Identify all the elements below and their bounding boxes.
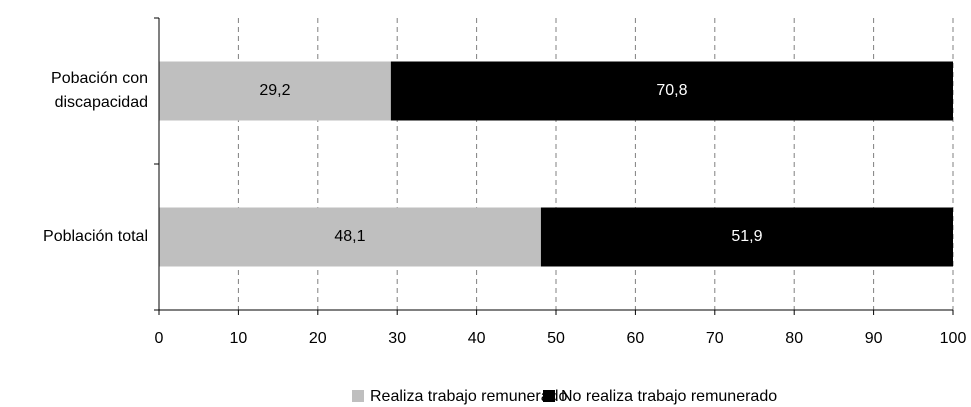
x-tick-label: 90 xyxy=(865,330,883,347)
legend-swatch xyxy=(352,390,364,402)
x-tick-label: 40 xyxy=(468,330,486,347)
x-tick-label: 30 xyxy=(388,330,406,347)
bar xyxy=(390,61,953,121)
bar xyxy=(159,207,541,267)
bar xyxy=(159,61,391,121)
value-label: 29,2 xyxy=(259,82,290,99)
x-tick-label: 50 xyxy=(547,330,565,347)
x-tick-label: 20 xyxy=(309,330,327,347)
x-tick-label: 70 xyxy=(706,330,724,347)
legend-label: No realiza trabajo remunerado xyxy=(561,388,777,405)
legend-label: Realiza trabajo remunerado xyxy=(370,388,568,405)
value-label: 51,9 xyxy=(731,228,762,245)
value-label: 48,1 xyxy=(334,228,365,245)
y-tick-label: Pobación con discapacidad xyxy=(51,70,148,111)
y-tick-label: Población total xyxy=(43,228,148,245)
legend-swatch xyxy=(543,390,555,402)
x-tick-label: 80 xyxy=(785,330,803,347)
value-label: 70,8 xyxy=(656,82,687,99)
x-tick-label: 10 xyxy=(230,330,248,347)
x-tick-label: 0 xyxy=(155,330,164,347)
x-tick-label: 100 xyxy=(940,330,967,347)
x-tick-label: 60 xyxy=(627,330,645,347)
bar xyxy=(540,207,953,267)
